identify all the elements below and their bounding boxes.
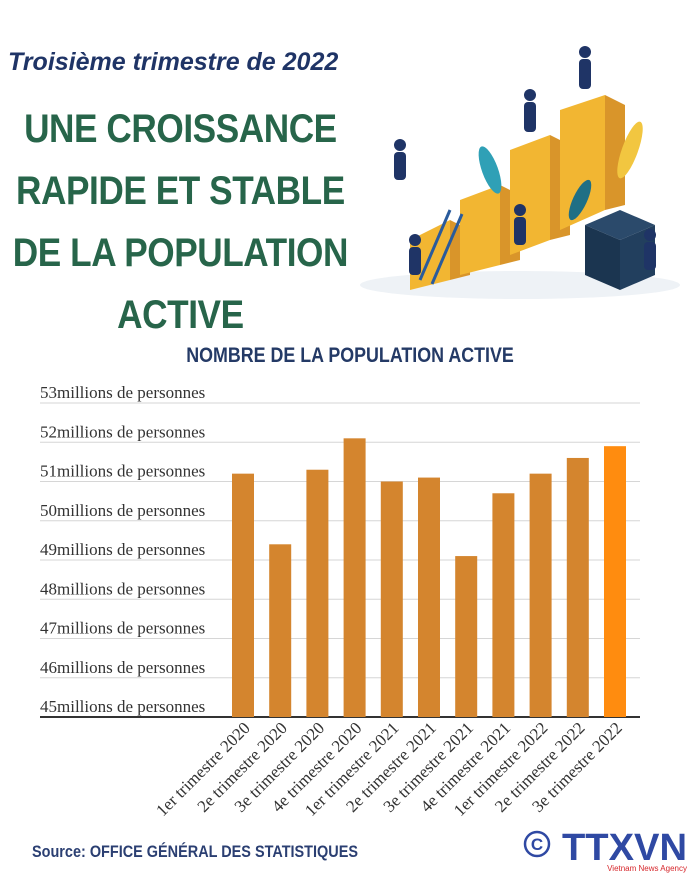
bar [492,493,515,717]
y-tick-label: 46millions de personnes [40,658,205,677]
bar [269,544,292,717]
bar [418,477,440,717]
y-tick-label: 50millions de personnes [40,501,205,520]
ttxvn-logo: C TTXVN Vietnam News Agency [522,826,692,881]
y-tick-label: 51millions de personnes [40,462,205,481]
chart-title: NOMBRE DE LA POPULATION ACTIVE [186,344,514,367]
plants-illustration [478,121,643,221]
svg-text:TTXVN: TTXVN [562,827,687,869]
bar [604,446,626,717]
ladder-illustration [418,209,464,285]
y-tick-label: 52millions de personnes [40,422,205,441]
cube-illustration [585,210,655,290]
y-tick-label: 48millions de personnes [40,579,205,598]
bar-chart: 53millions de personnes 52millions de per… [40,383,640,820]
y-tick-label: 47millions de personnes [40,619,205,638]
source-note: Source: OFFICE GÉNÉRAL DES STATISTIQUES [32,842,358,861]
headline-line: DE LA POPULATION [12,231,349,275]
headline-line: ACTIVE [117,293,244,337]
bar-blocks-illustration [410,95,625,290]
headline: UNE CROISSANCE RAPIDE ET STABLE DE LA PO… [0,98,361,346]
y-tick-label: 53millions de personnes [40,383,205,402]
subtitle: Troisième trimestre de 2022 [8,48,339,76]
bar [232,473,254,717]
svg-text:C: C [531,835,543,854]
growth-illustration [360,46,680,299]
people-illustration [394,46,656,275]
headline-line: RAPIDE ET STABLE [16,169,345,213]
svg-text:Vietnam News Agency: Vietnam News Agency [607,864,687,873]
bar [455,556,478,717]
y-tick-label: 45millions de personnes [40,697,205,716]
bar [529,473,552,717]
bar [343,438,366,717]
bar [380,481,403,717]
bar [306,469,329,717]
bar [566,457,589,717]
headline-line: UNE CROISSANCE [24,107,337,151]
y-tick-label: 49millions de personnes [40,540,205,559]
